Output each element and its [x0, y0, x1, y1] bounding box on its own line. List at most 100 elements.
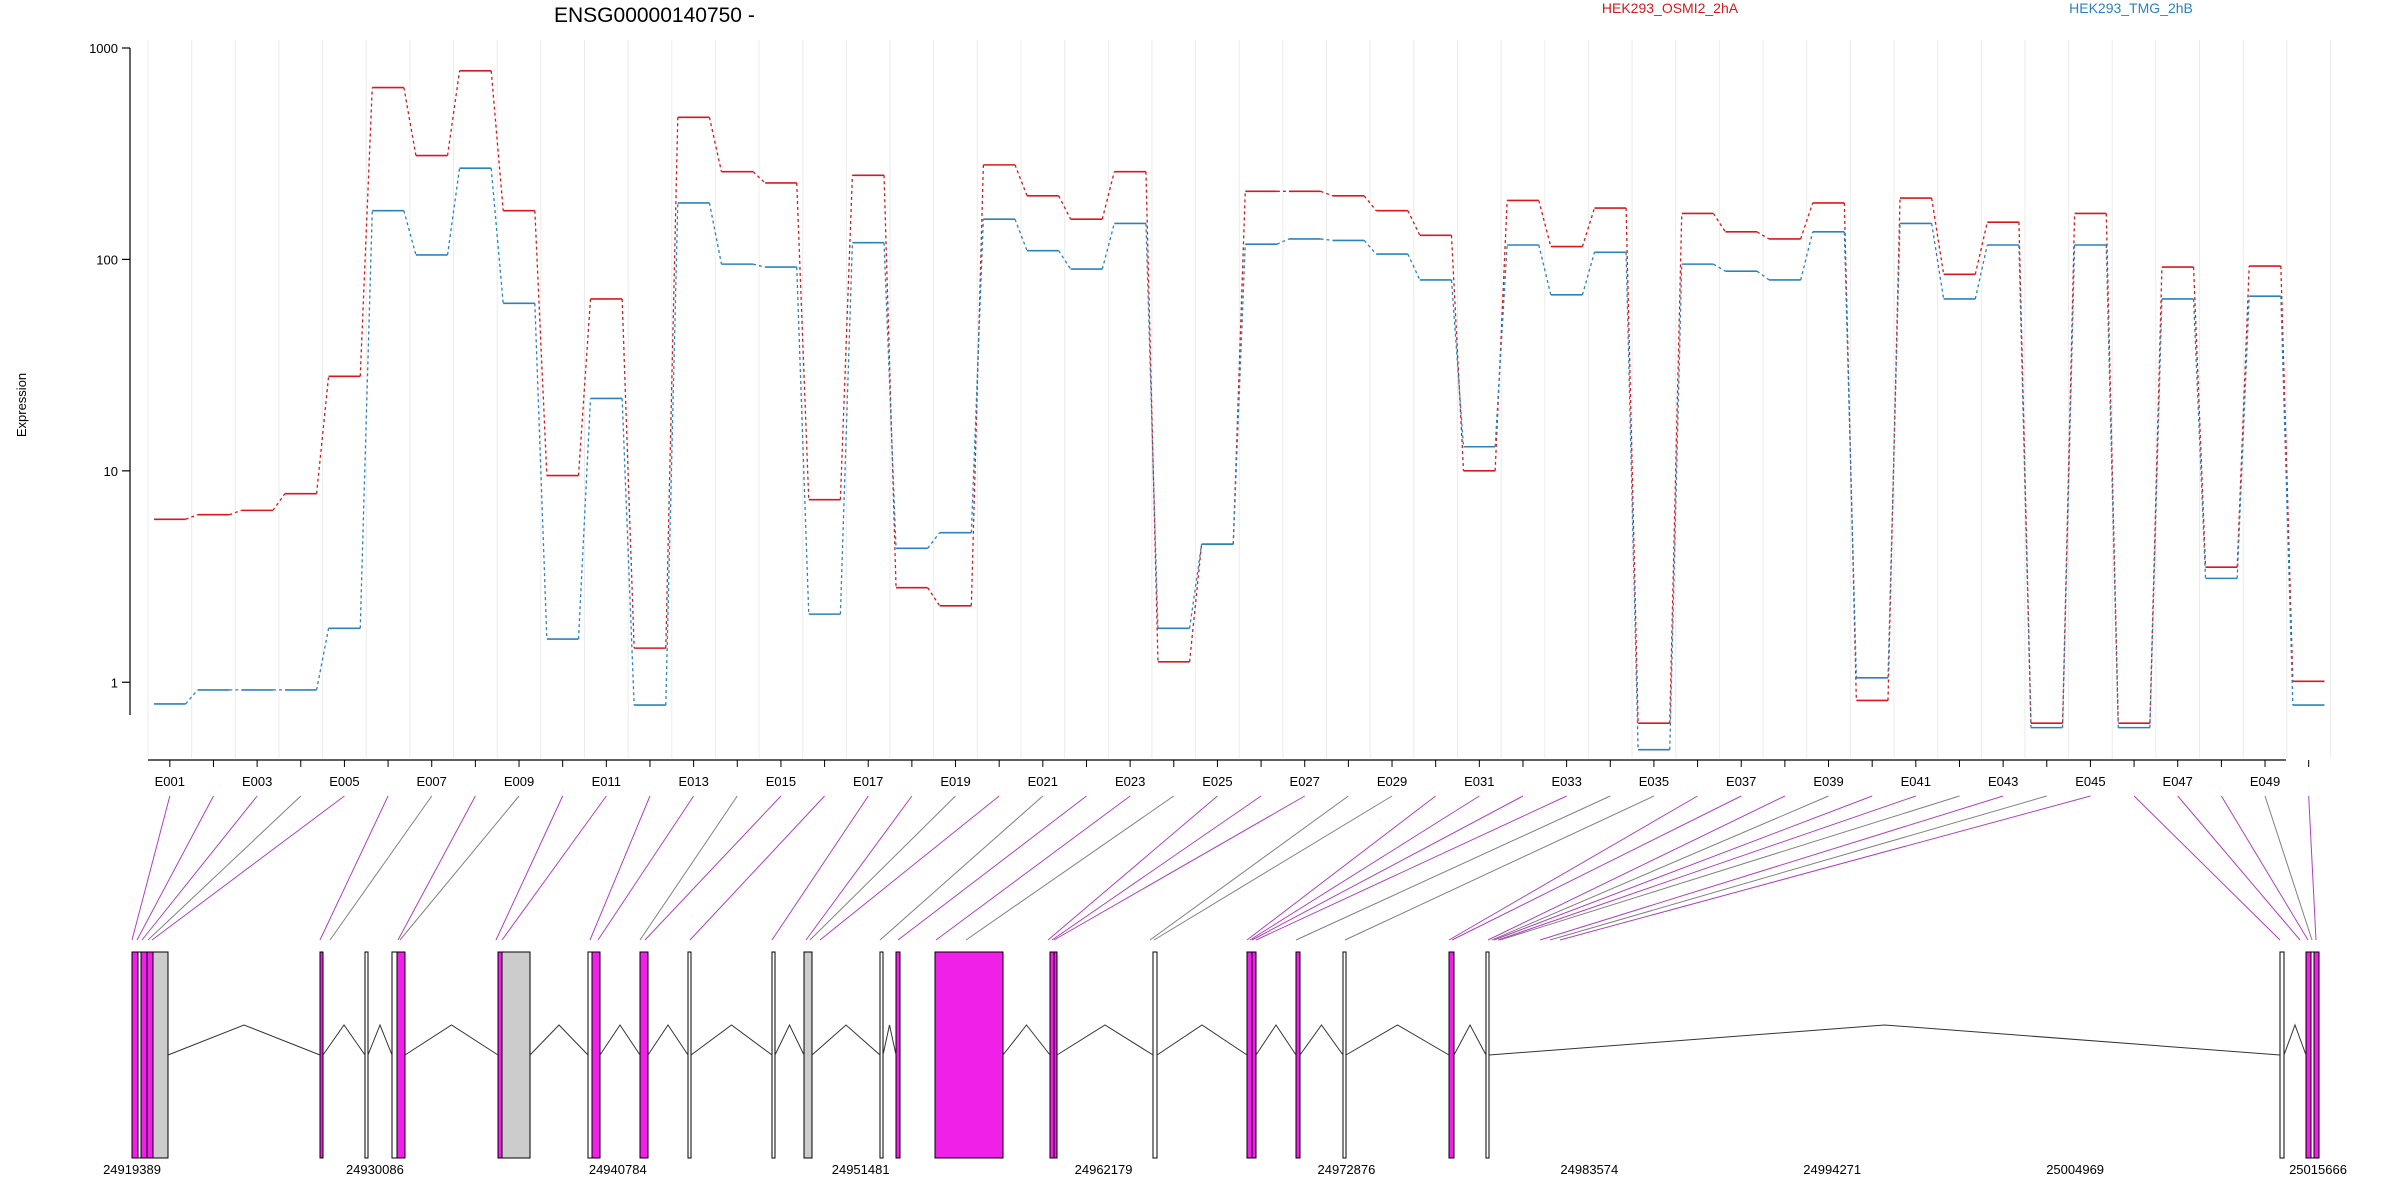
y-tick-label: 1: [111, 675, 118, 690]
exon-block: [140, 951, 148, 1159]
exon-block: [1053, 951, 1058, 1159]
exon-block: [2305, 951, 2312, 1159]
exon-block: [146, 951, 154, 1159]
exon-connector: [1295, 795, 1611, 941]
x-tick-label: E011: [592, 774, 621, 789]
exon-connector: [935, 795, 1131, 941]
exon-connector: [2177, 795, 2301, 941]
exon-connector: [1539, 795, 2004, 941]
intron-line: [1345, 1024, 1450, 1056]
exon-transition: [839, 242, 854, 615]
exon-transition: [708, 202, 723, 265]
exon-transition: [1407, 253, 1421, 281]
exon-connector: [1255, 795, 1567, 941]
exon-transition: [534, 210, 548, 476]
exon-transition: [1931, 223, 1945, 300]
x-tick-label: E003: [242, 774, 272, 789]
exon-connector: [1249, 795, 1480, 941]
x-tick-label: E037: [1726, 774, 1756, 789]
exon-connector: [1149, 795, 1349, 941]
exon-transition: [1581, 207, 1596, 247]
intron-line: [647, 1024, 689, 1056]
coordinate-label: 25004969: [2046, 1162, 2104, 1177]
exon-block: [1246, 951, 1253, 1159]
exon-block: [1152, 951, 1158, 1159]
exon-connector: [1559, 795, 2091, 941]
exon-connector: [399, 795, 520, 941]
x-tick-label: E041: [1901, 774, 1931, 789]
exon-block: [687, 951, 692, 1159]
x-tick-label: E021: [1028, 774, 1058, 789]
x-tick-label: E019: [940, 774, 970, 789]
x-tick-label: E005: [329, 774, 359, 789]
legend-label-tmg: HEK293_TMG_2hB: [2069, 0, 2193, 16]
exon-connector: [879, 795, 1044, 941]
x-tick-label: E043: [1988, 774, 2018, 789]
exon-transition: [1843, 231, 1857, 678]
exon-transition: [1058, 250, 1072, 270]
x-tick-label: E039: [1813, 774, 1843, 789]
exon-transition: [2192, 267, 2207, 568]
x-tick-label: E045: [2075, 774, 2105, 789]
exon-connector: [644, 795, 782, 941]
coordinate-label: 24940784: [589, 1162, 647, 1177]
coordinate-label: 24962179: [1075, 1162, 1133, 1177]
exon-block: [879, 951, 884, 1159]
exon-block: [639, 951, 649, 1159]
exon-connectors: [131, 795, 2317, 941]
exon-connector: [1487, 795, 1786, 941]
exon-transition: [1101, 171, 1115, 220]
exon-transition: [970, 164, 984, 606]
x-tick-label: E049: [2250, 774, 2280, 789]
exon-transition: [403, 210, 417, 256]
exon-connector: [131, 795, 171, 941]
exon-block: [2313, 951, 2320, 1159]
series-lines: [154, 70, 2325, 751]
exon-connector: [2308, 795, 2317, 941]
exon-connector: [397, 795, 476, 941]
exon-connector: [1246, 795, 1436, 941]
intron-line: [1056, 1024, 1154, 1056]
exon-transition: [1581, 252, 1596, 296]
x-tick-label: E015: [766, 774, 796, 789]
exon-transition: [1101, 223, 1115, 270]
x-ticks: E001 E003 E005 E007 E009 E011 E013 E015 E017 E019…: [155, 760, 2310, 789]
exon-transition: [1800, 231, 1814, 281]
exon-transition: [1494, 244, 1508, 447]
exon-connector: [819, 795, 1000, 941]
exon-transition: [1232, 244, 1246, 545]
exon-transition: [490, 70, 504, 211]
intron-line: [882, 1024, 897, 1056]
exon-transition: [1625, 252, 1639, 750]
coordinate-label: 24930086: [346, 1162, 404, 1177]
exon-transition: [359, 210, 373, 629]
x-tick-label: E035: [1639, 774, 1669, 789]
exon-block: [396, 951, 406, 1159]
y-tick-label: 10: [104, 464, 118, 479]
exon-transition: [2236, 296, 2250, 579]
x-tick-label: E001: [155, 774, 185, 789]
exon-block: [934, 951, 1004, 1159]
exon-connector: [495, 795, 564, 941]
x-tick-label: E007: [417, 774, 447, 789]
exon-transition: [970, 219, 984, 533]
series-HEK293_TMG_2hB: [154, 167, 2325, 751]
exon-block: [152, 951, 169, 1159]
y-axis-label: Expression: [14, 373, 29, 437]
exon-transition: [2280, 296, 2294, 706]
coordinate-label: 25015666: [2289, 1162, 2347, 1177]
intron-line: [1488, 1024, 2281, 1056]
intron-line: [690, 1024, 773, 1056]
exon-connector: [897, 795, 1087, 941]
exon-block: [131, 951, 139, 1159]
coordinate-label: 24919389: [103, 1162, 161, 1177]
exon-block: [895, 951, 901, 1159]
exon-transition: [359, 87, 373, 377]
x-tick-label: E027: [1290, 774, 1320, 789]
exon-connector: [597, 795, 695, 941]
exon-transition: [315, 628, 330, 691]
exon-transition: [1756, 231, 1770, 240]
exon-transition: [490, 168, 504, 304]
intron-line: [1299, 1024, 1344, 1056]
exon-transition: [927, 587, 941, 607]
